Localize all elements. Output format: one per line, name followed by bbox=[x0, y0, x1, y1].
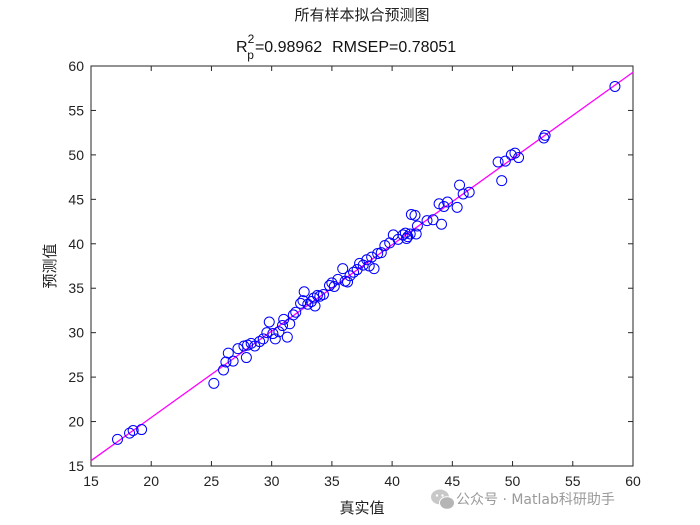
y-tick-label: 50 bbox=[68, 147, 84, 163]
data-point bbox=[227, 355, 239, 367]
y-tick-label: 40 bbox=[68, 236, 84, 252]
plot-area: 15 20 25 30 35 40 45 50 55 60 15 20 25 30 35 40 45 50 55 6… bbox=[68, 58, 641, 489]
data-point bbox=[366, 251, 378, 263]
x-tick-label: 50 bbox=[505, 473, 521, 489]
data-points bbox=[111, 80, 621, 445]
y-tick-label: 45 bbox=[68, 191, 84, 207]
x-tick-label: 15 bbox=[83, 473, 99, 489]
data-point bbox=[111, 433, 123, 445]
data-point bbox=[411, 220, 423, 232]
watermark-text: 公众号 · Matlab科研助手 bbox=[456, 492, 615, 508]
data-point bbox=[368, 263, 380, 275]
data-point bbox=[409, 209, 421, 221]
data-point bbox=[124, 427, 136, 439]
data-point bbox=[427, 214, 439, 226]
x-tick-label: 25 bbox=[204, 473, 220, 489]
y-axis: 15 20 25 30 35 40 45 50 55 60 bbox=[68, 58, 633, 474]
data-point bbox=[402, 231, 414, 243]
data-point bbox=[348, 266, 360, 278]
x-tick-label: 45 bbox=[445, 473, 461, 489]
data-point bbox=[208, 377, 220, 389]
data-point bbox=[257, 333, 269, 345]
data-point bbox=[217, 364, 229, 376]
watermark: 公众号 · Matlab科研助手 bbox=[431, 489, 615, 510]
data-point bbox=[399, 227, 411, 239]
data-point bbox=[302, 298, 314, 310]
data-point bbox=[267, 328, 279, 340]
data-point bbox=[463, 186, 475, 198]
data-point bbox=[240, 352, 252, 364]
y-tick-label: 30 bbox=[68, 325, 84, 341]
data-point bbox=[421, 215, 433, 227]
r-symbol: R bbox=[236, 39, 248, 56]
data-point bbox=[499, 155, 511, 167]
data-point bbox=[309, 300, 321, 312]
x-axis: 15 20 25 30 35 40 45 50 55 60 bbox=[83, 66, 641, 489]
rmsep-value: RMSEP=0.78051 bbox=[332, 39, 456, 56]
fit-line bbox=[90, 71, 634, 462]
data-point bbox=[457, 188, 469, 200]
x-tick-label: 55 bbox=[565, 473, 581, 489]
y-axis-label: 预测值 bbox=[41, 243, 59, 288]
data-point bbox=[317, 288, 329, 300]
y-tick-label: 20 bbox=[68, 414, 84, 430]
x-tick-label: 20 bbox=[143, 473, 159, 489]
data-point bbox=[277, 320, 289, 332]
data-point bbox=[404, 228, 416, 240]
data-point bbox=[308, 292, 320, 304]
data-point bbox=[539, 129, 551, 141]
data-point bbox=[410, 228, 422, 240]
x-tick-label: 35 bbox=[324, 473, 340, 489]
data-point bbox=[357, 259, 369, 271]
data-point bbox=[273, 326, 285, 338]
data-point bbox=[232, 343, 244, 355]
r-value: =0.98962 bbox=[255, 39, 322, 56]
data-point bbox=[136, 424, 148, 436]
chart-subtitle: R2 p=0.98962 RMSEP=0.78051 bbox=[236, 32, 456, 62]
data-point bbox=[287, 309, 299, 321]
data-point bbox=[435, 218, 447, 230]
data-point bbox=[397, 229, 409, 241]
data-point bbox=[496, 175, 508, 187]
x-tick-label: 60 bbox=[625, 473, 641, 489]
chart-title: 所有样本拟合预测图 bbox=[294, 6, 429, 24]
x-axis-label: 真实值 bbox=[339, 499, 384, 517]
r-superscript: 2 bbox=[248, 32, 255, 46]
data-point bbox=[254, 336, 266, 348]
y-tick-label: 60 bbox=[68, 58, 84, 74]
data-point bbox=[261, 327, 273, 339]
data-point bbox=[263, 316, 275, 328]
data-point bbox=[344, 270, 356, 282]
data-point bbox=[245, 337, 257, 349]
data-point bbox=[492, 156, 504, 168]
data-point bbox=[222, 347, 234, 359]
data-point bbox=[375, 247, 387, 259]
data-point bbox=[326, 277, 338, 289]
data-point bbox=[442, 196, 454, 208]
data-point bbox=[281, 331, 293, 343]
r-subscript: p bbox=[247, 48, 254, 62]
data-point bbox=[290, 306, 302, 318]
x-tick-label: 40 bbox=[384, 473, 400, 489]
x-tick-label: 30 bbox=[264, 473, 280, 489]
y-tick-label: 25 bbox=[68, 369, 84, 385]
data-point bbox=[342, 276, 354, 288]
data-point bbox=[513, 152, 525, 164]
y-tick-label: 55 bbox=[68, 102, 84, 118]
wechat-icon bbox=[431, 489, 455, 510]
data-point bbox=[609, 80, 621, 92]
data-point bbox=[127, 424, 139, 436]
data-point bbox=[328, 280, 340, 292]
data-point bbox=[323, 280, 335, 292]
y-tick-label: 15 bbox=[68, 458, 84, 474]
data-point bbox=[269, 333, 281, 345]
data-point bbox=[298, 286, 310, 298]
data-point bbox=[451, 201, 463, 213]
y-tick-label: 35 bbox=[68, 280, 84, 296]
data-point bbox=[295, 297, 307, 309]
data-point bbox=[337, 263, 349, 275]
